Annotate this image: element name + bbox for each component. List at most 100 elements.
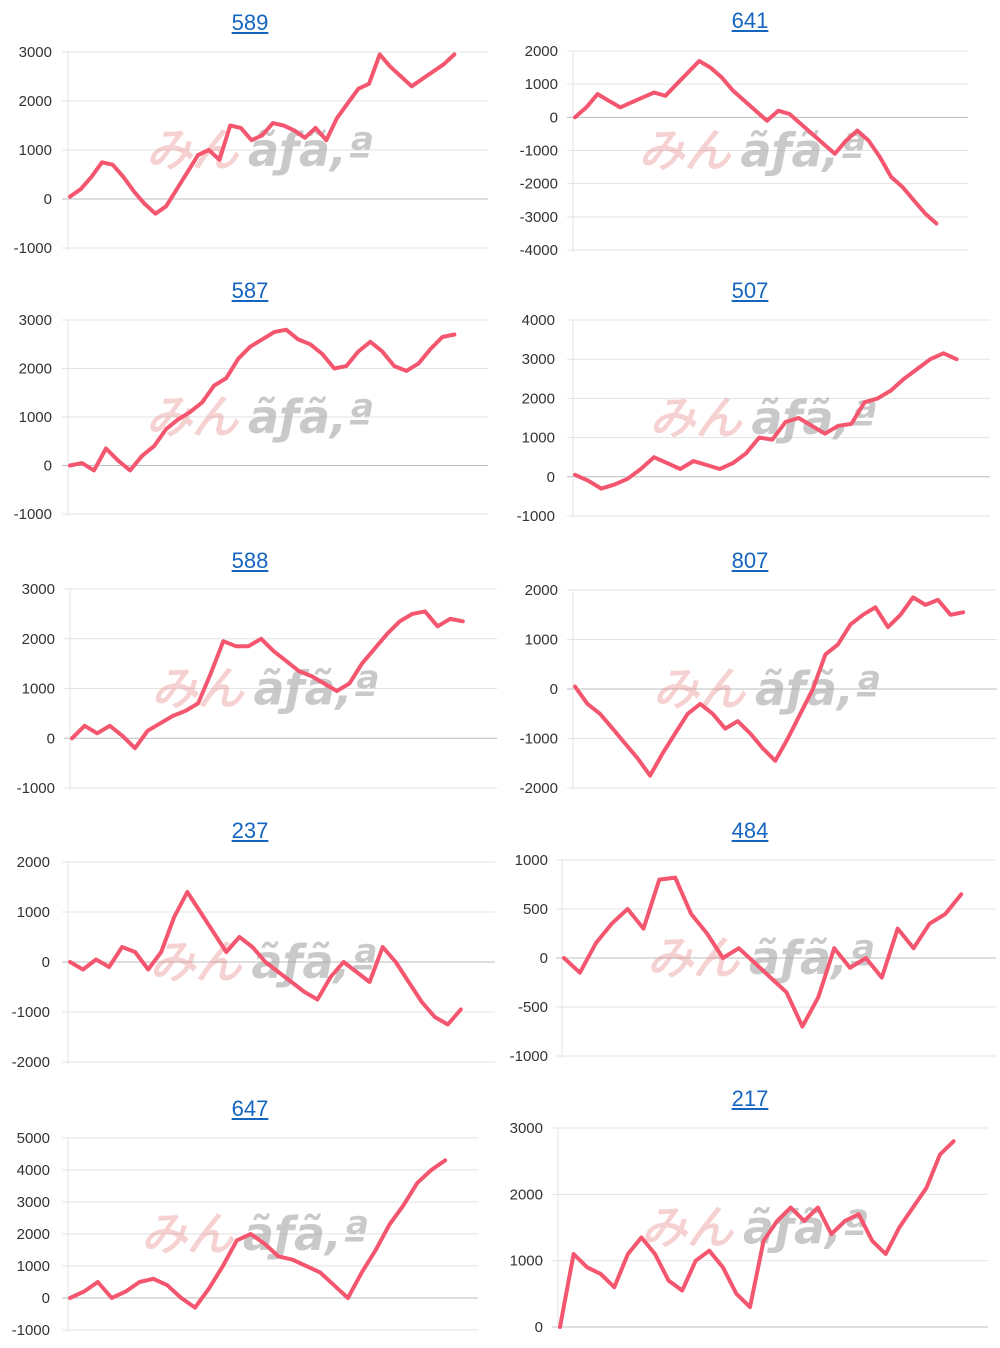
chart-panel-507: 507 4000 3000 2000 1000 0 -1000 みん ãƒã‚ª	[500, 278, 1000, 528]
y-tick-label: 2000	[19, 361, 52, 378]
y-tick-label: 0	[540, 950, 548, 967]
chart-title-link[interactable]: 807	[731, 548, 769, 573]
chart-panel-647: 647 5000 4000 3000 2000 1000 0 -1000 みん ãƒã‚ª	[0, 1096, 500, 1346]
y-tick-label: 500	[523, 901, 548, 918]
chart-panel-641: 641 2000 1000 0 -1000 -2000 -3000 -4000 みん ãƒã‚ª	[500, 8, 1000, 265]
chart-panel-807: 807 2000 1000 0 -1000 -2000 みん ãƒã‚ª	[500, 548, 1000, 798]
chart-panel-589: 589 3000 2000 1000 0 -1000 みん ãƒã‚ª	[0, 10, 500, 265]
chart-panel-484: 484 1000 500 0 -500 -1000 みん ãƒã‚ª	[500, 818, 1000, 1073]
chart-title-link[interactable]: 507	[731, 278, 769, 303]
watermark-logo-part-b: ãƒã‚ª	[243, 1207, 369, 1261]
watermark-logo-part-b: ãƒã‚ª	[248, 390, 374, 444]
chart-panel-588: 588 3000 2000 1000 0 -1000 みん ãƒã‚ª	[0, 548, 500, 798]
chart-panel-587: 587 3000 2000 1000 0 -1000 みん ãƒã‚ª	[0, 278, 500, 528]
y-tick-label: 3000	[17, 1194, 50, 1211]
y-tick-label: -4000	[520, 242, 558, 259]
y-tick-label: 2000	[522, 390, 555, 407]
y-tick-label: 3000	[19, 312, 52, 329]
y-tick-label: 2000	[17, 1226, 50, 1243]
y-tick-label: 1000	[19, 142, 52, 159]
series-line	[68, 1158, 448, 1310]
y-tick-label: 3000	[510, 1120, 543, 1137]
chart-panel-217: 217 3000 2000 1000 0 みん ãƒã‚ª	[500, 1086, 1000, 1344]
y-tick-label: 1000	[522, 430, 555, 447]
y-tick-label: -1000	[12, 1322, 50, 1339]
y-tick-label: 0	[42, 954, 50, 971]
y-tick-label: -3000	[520, 209, 558, 226]
y-tick-label: 0	[47, 730, 55, 747]
series-line	[558, 1139, 956, 1329]
y-tick-label: -2000	[520, 176, 558, 193]
y-tick-label: -2000	[520, 780, 558, 797]
y-tick-label: 0	[547, 469, 555, 486]
series-line	[70, 609, 465, 751]
series-line	[573, 595, 966, 778]
series-line	[573, 59, 939, 226]
y-tick-label: -1000	[520, 731, 558, 748]
y-tick-label: 0	[550, 109, 558, 126]
y-tick-label: 1000	[22, 681, 55, 698]
y-tick-label: 0	[44, 458, 52, 475]
y-tick-label: 2000	[22, 631, 55, 648]
y-tick-label: 2000	[19, 93, 52, 110]
y-tick-label: -2000	[12, 1054, 50, 1071]
chart-title-link[interactable]: 588	[231, 548, 269, 573]
y-tick-label: 3000	[522, 351, 555, 368]
chart-title-link[interactable]: 647	[231, 1096, 269, 1121]
y-tick-label: 3000	[19, 44, 52, 61]
y-tick-label: 3000	[22, 581, 55, 598]
watermark-logo-part-a: みん	[653, 662, 747, 716]
series-line	[68, 327, 457, 473]
watermark-logo-part-a: みん	[650, 391, 744, 445]
chart-title-link[interactable]: 641	[731, 8, 769, 33]
y-tick-label: 0	[42, 1290, 50, 1307]
chart-title-link[interactable]: 237	[231, 818, 269, 843]
watermark-logo-part-a: みん	[641, 1201, 735, 1255]
y-tick-label: 1000	[19, 409, 52, 426]
y-tick-label: -1000	[14, 506, 52, 523]
y-tick-label: 1000	[525, 76, 558, 93]
watermark-logo-part-b: ãƒã‚ª	[252, 935, 378, 989]
series-line	[68, 52, 457, 216]
y-tick-label: 0	[44, 191, 52, 208]
y-tick-label: 1000	[17, 1258, 50, 1275]
chart-panel-237: 237 2000 1000 0 -1000 -2000 みん ãƒã‚ª	[0, 818, 500, 1073]
y-tick-label: -1000	[520, 143, 558, 160]
chart-title-link[interactable]: 589	[231, 10, 269, 35]
series-line	[562, 875, 964, 1029]
watermark-logo-part-a: みん	[639, 124, 733, 178]
y-tick-label: -1000	[12, 1004, 50, 1021]
y-tick-label: -1000	[517, 508, 555, 525]
y-tick-label: -500	[518, 999, 548, 1016]
chart-title-link[interactable]: 484	[731, 818, 769, 843]
y-tick-label: -1000	[510, 1048, 548, 1065]
y-tick-label: 5000	[17, 1130, 50, 1147]
y-tick-label: 2000	[17, 854, 50, 871]
y-tick-label: 0	[535, 1319, 543, 1336]
watermark-logo-part-a: みん	[152, 662, 246, 716]
y-tick-label: 2000	[525, 43, 558, 60]
series-line	[68, 890, 463, 1027]
y-tick-label: 1000	[515, 852, 548, 869]
chart-title-link[interactable]: 217	[731, 1086, 769, 1111]
y-tick-label: 1000	[17, 904, 50, 921]
y-tick-label: -1000	[14, 240, 52, 257]
y-tick-label: 2000	[525, 582, 558, 599]
y-tick-label: 4000	[17, 1162, 50, 1179]
y-tick-label: 1000	[510, 1253, 543, 1270]
y-tick-label: 0	[550, 681, 558, 698]
chart-title-link[interactable]: 587	[231, 278, 269, 303]
series-line	[573, 351, 959, 491]
y-tick-label: -1000	[17, 780, 55, 797]
